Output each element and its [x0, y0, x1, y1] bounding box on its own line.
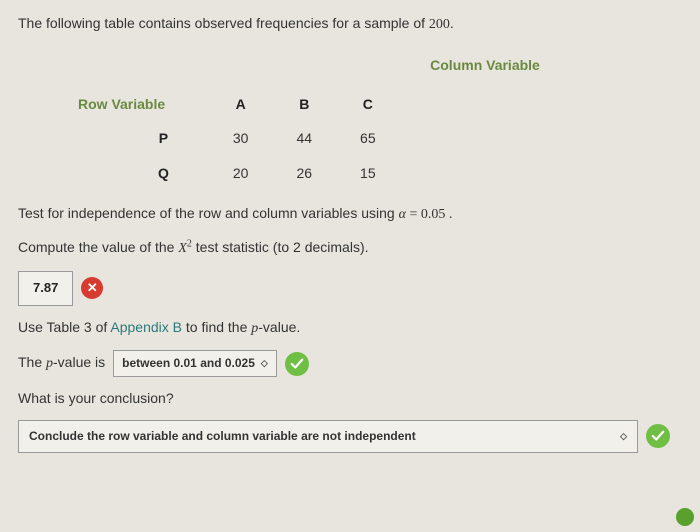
pvalue-select-value: between 0.01 and 0.025 — [122, 354, 255, 373]
conclusion-row: Conclude the row variable and column var… — [18, 420, 682, 453]
test-prefix: Test for independence of the row and col… — [18, 205, 399, 221]
use-table-line: Use Table 3 of Appendix B to find the p-… — [18, 316, 682, 340]
cell: 30 — [209, 121, 273, 155]
correct-icon — [285, 352, 309, 376]
table-row: P 30 44 65 — [78, 121, 400, 155]
column-variable-heading: Column Variable — [288, 54, 682, 76]
frequency-table: Column Variable Row Variable A B C P 30 … — [78, 54, 682, 190]
statistic-answer-row: 7.87 ✕ — [18, 271, 682, 306]
row-variable-heading: Row Variable — [78, 87, 209, 121]
incorrect-icon: ✕ — [81, 277, 103, 299]
table-header-row: Row Variable A B C — [78, 87, 400, 121]
col-header: A — [209, 87, 273, 121]
col-header: C — [336, 87, 400, 121]
pvalue-label: The p-value is — [18, 351, 105, 375]
correct-icon — [646, 424, 670, 448]
intro-suffix: . — [450, 15, 454, 31]
alpha-value: = 0.05 . — [406, 207, 452, 222]
compute-suffix: test statistic (to 2 decimals). — [192, 239, 369, 255]
cell: 26 — [272, 156, 336, 190]
chevron-updown-icon: ◇ — [261, 356, 268, 370]
pvalue-select[interactable]: between 0.01 and 0.025 ◇ — [113, 350, 277, 377]
row-label: Q — [78, 156, 209, 190]
pvalue-prefix: The — [18, 354, 46, 370]
p-symbol: p — [46, 356, 53, 371]
test-instruction: Test for independence of the row and col… — [18, 202, 682, 226]
use-table-suffix: -value. — [258, 319, 300, 335]
corner-badge-icon — [676, 508, 694, 526]
conclusion-question: What is your conclusion? — [18, 387, 682, 409]
appendix-link[interactable]: Appendix B — [110, 319, 182, 335]
table-row: Q 20 26 15 — [78, 156, 400, 190]
statistic-input[interactable]: 7.87 — [18, 271, 73, 306]
compute-instruction: Compute the value of the X2 test statist… — [18, 236, 682, 260]
cell: 20 — [209, 156, 273, 190]
intro-text: The following table contains observed fr… — [18, 12, 682, 36]
conclusion-select[interactable]: Conclude the row variable and column var… — [18, 420, 638, 453]
use-table-mid: to find the — [182, 319, 251, 335]
use-table-prefix: Use Table 3 of — [18, 319, 110, 335]
chevron-updown-icon: ◇ — [620, 429, 627, 443]
alpha-symbol: α — [399, 207, 406, 222]
cell: 65 — [336, 121, 400, 155]
row-label: P — [78, 121, 209, 155]
conclusion-select-value: Conclude the row variable and column var… — [29, 427, 416, 446]
cell: 15 — [336, 156, 400, 190]
chi-symbol: X — [178, 241, 187, 256]
pvalue-mid: -value is — [53, 354, 105, 370]
compute-prefix: Compute the value of the — [18, 239, 178, 255]
sample-size: 200 — [429, 17, 450, 32]
pvalue-row: The p-value is between 0.01 and 0.025 ◇ — [18, 350, 682, 377]
intro-prefix: The following table contains observed fr… — [18, 15, 429, 31]
col-header: B — [272, 87, 336, 121]
cell: 44 — [272, 121, 336, 155]
